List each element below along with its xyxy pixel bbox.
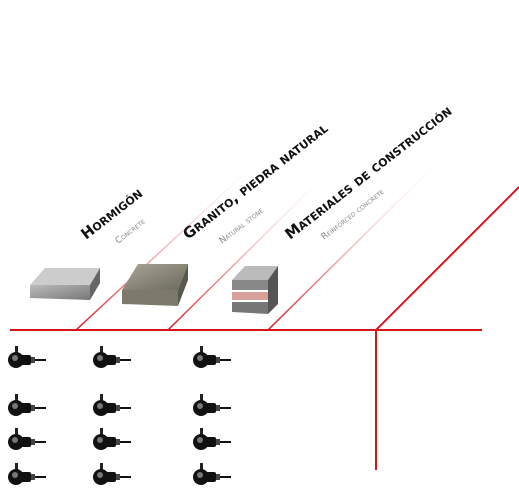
header-title: Hormigón — [77, 184, 146, 243]
header-title: Materiales de construcción — [281, 102, 455, 243]
tool-icons — [8, 346, 231, 485]
header-subtitle: Concrete — [114, 217, 148, 247]
stone-icons — [30, 264, 278, 314]
header-3: Materiales de construcción Reinforced co… — [281, 102, 455, 243]
header-1: Hormigón Concrete — [77, 184, 147, 246]
grid-lines — [10, 149, 519, 497]
